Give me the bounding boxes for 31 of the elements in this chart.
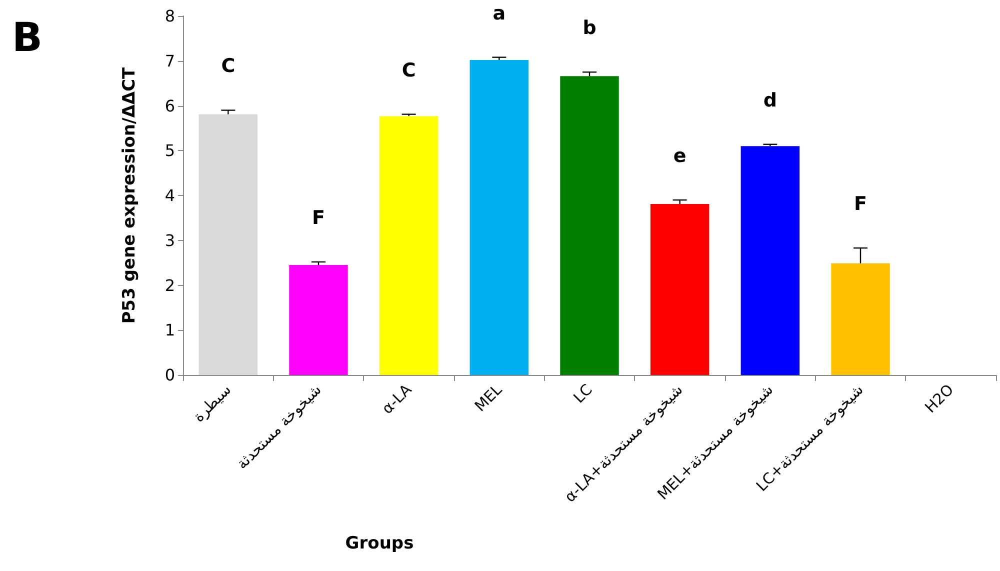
- y-tick-label: 1: [164, 320, 175, 340]
- annotation: a: [492, 2, 506, 24]
- x-tick-label: سيطرة: [190, 380, 235, 426]
- text: B: [12, 15, 42, 61]
- y-tick-label: 4: [164, 186, 175, 205]
- x-tick-label: شيخوخة مستحدثة: [232, 380, 325, 473]
- y-axis-title: P53 gene expression/ΔΔCT: [120, 66, 140, 324]
- bar: [198, 114, 258, 375]
- annotation: F: [854, 193, 867, 216]
- bar: [470, 60, 529, 375]
- annotation: C: [221, 55, 236, 78]
- bar: [379, 116, 438, 375]
- y-tick-label: 5: [164, 141, 175, 160]
- annotation: b: [582, 17, 596, 40]
- bar: [740, 146, 800, 375]
- bar: [831, 263, 890, 375]
- y-tick-label: 3: [164, 230, 175, 250]
- x-axis-title: Groups: [345, 534, 414, 554]
- y-tick-label: 6: [164, 96, 175, 116]
- bar: [650, 204, 710, 375]
- y-tick-label: 8: [164, 6, 175, 26]
- annotation: C: [402, 59, 416, 82]
- y-tick-label: 0: [164, 366, 175, 384]
- annotation: F: [312, 206, 325, 229]
- y-tick-label: 2: [164, 276, 175, 295]
- annotation: e: [673, 144, 686, 167]
- bar: [560, 76, 619, 375]
- bar: [289, 265, 348, 375]
- y-tick-label: 7: [164, 51, 175, 70]
- x-tick-label: MEL: [471, 380, 506, 416]
- annotation: d: [763, 89, 777, 112]
